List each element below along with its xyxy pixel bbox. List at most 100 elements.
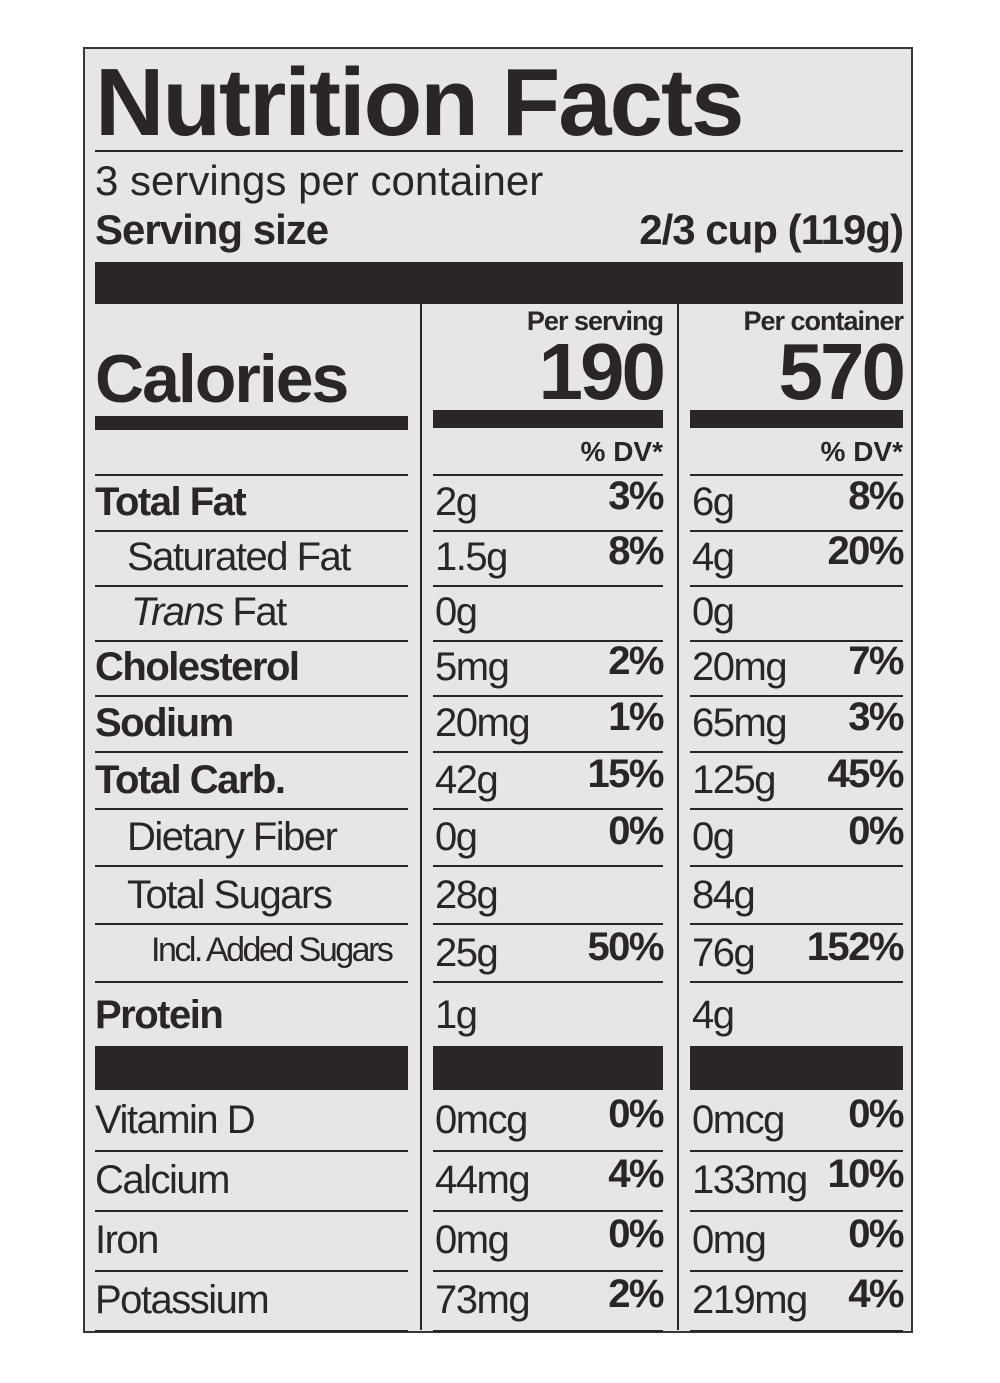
rule: [95, 1270, 408, 1272]
nutrient-name: Vitamin D: [95, 1098, 256, 1143]
container-amount: 20mg: [692, 645, 788, 689]
nutrient-name: Calcium: [95, 1158, 230, 1203]
rule: [690, 1330, 903, 1332]
container-dv: 152%: [806, 925, 905, 969]
container-amount: 0mg: [692, 1218, 767, 1262]
rule: [95, 1210, 408, 1212]
rule: [95, 150, 903, 152]
container-dv: 20%: [827, 529, 904, 573]
thick-bar: [690, 410, 903, 428]
nutrient-name-text: Protein: [95, 993, 224, 1037]
nutrient-name-text: Total Carb.: [95, 758, 286, 802]
rule: [433, 640, 663, 642]
nutrient-name: Dietary Fiber: [95, 815, 338, 860]
rule: [95, 695, 408, 697]
serving-dv: 2%: [608, 639, 664, 683]
rule: [690, 474, 903, 476]
rule: [95, 530, 408, 532]
column-heading: Per container: [743, 306, 904, 336]
thick-bar: [690, 1048, 903, 1090]
nutrient-name: Cholesterol: [95, 645, 300, 690]
container-amount: 125g: [692, 758, 776, 802]
nutrient-name-text: Vitamin D: [95, 1098, 256, 1142]
rule: [690, 1210, 903, 1212]
rule: [433, 808, 663, 810]
servings: 3 servings per container: [95, 157, 544, 204]
rule: [433, 751, 663, 753]
rule: [690, 695, 903, 697]
container-dv: 3%: [848, 695, 904, 739]
nutrient-name-text: Iron: [95, 1218, 159, 1262]
container-dv: 8%: [848, 474, 904, 518]
serving-dv: 4%: [608, 1152, 664, 1196]
rule: [433, 585, 663, 587]
serving-dv: 8%: [608, 529, 664, 573]
nutrient-name-text: Potassium: [95, 1278, 270, 1322]
rule: [95, 1046, 408, 1048]
serving-dv: 3%: [608, 474, 664, 518]
rule: [690, 530, 903, 532]
rule: [433, 865, 663, 867]
serving-dv: 0%: [608, 1092, 664, 1136]
container-amount: 133mg: [692, 1158, 808, 1202]
serving-amount: 42g: [435, 758, 499, 802]
serving-amount: 1g: [435, 993, 478, 1037]
rule: [95, 640, 408, 642]
serving-amount: 0mcg: [435, 1098, 528, 1142]
rule: [433, 474, 663, 476]
container-dv: 7%: [848, 639, 904, 683]
calories-value: 190: [538, 327, 666, 416]
title: Nutrition Facts: [95, 49, 744, 156]
container-amount: 0g: [692, 590, 735, 634]
rule: [690, 1046, 903, 1048]
rule: [433, 1150, 663, 1152]
nutrient-name: Saturated Fat: [95, 535, 351, 580]
container-amount: 0g: [692, 815, 735, 859]
rule: [433, 1330, 663, 1332]
nutrient-name-text: Total Fat: [95, 480, 247, 524]
column-divider: [677, 304, 679, 1330]
rule: [690, 808, 903, 810]
serving-dv: 1%: [608, 695, 664, 739]
nutrient-name-text: Total Sugars: [127, 873, 333, 917]
container-dv: 0%: [848, 1092, 904, 1136]
rule: [690, 751, 903, 753]
rule: [95, 585, 408, 587]
rule: [95, 1150, 408, 1152]
rule: [433, 1210, 663, 1212]
serving-amount: 73mg: [435, 1278, 531, 1322]
thick-bar: [95, 1048, 408, 1090]
thick-bar: [433, 410, 663, 428]
rule: [433, 1270, 663, 1272]
calories-label: Calories: [95, 341, 349, 417]
column-divider: [420, 304, 422, 1330]
serving-dv: 15%: [587, 752, 664, 796]
container-amount: 4g: [692, 535, 735, 579]
nutrient-name: Trans Fat: [95, 590, 287, 635]
serving-amount: 2g: [435, 480, 478, 524]
nutrient-name: Total Carb.: [95, 758, 286, 803]
nutrient-name: Potassium: [95, 1278, 270, 1323]
container-dv: 4%: [848, 1272, 904, 1316]
serving-amount: 0mg: [435, 1218, 510, 1262]
rule: [433, 981, 663, 983]
rule: [95, 923, 408, 925]
nutrient-name: Sodium: [95, 701, 234, 746]
rule: [690, 640, 903, 642]
serving-size-label: Serving size: [95, 206, 329, 253]
serving-amount: 5mg: [435, 645, 510, 689]
serving-dv: 0%: [608, 809, 664, 853]
serving-dv: 2%: [608, 1272, 664, 1316]
container-amount: 219mg: [692, 1278, 808, 1322]
serving-amount: 20mg: [435, 701, 531, 745]
container-amount: 6g: [692, 480, 735, 524]
rule: [690, 981, 903, 983]
serving-amount: 0g: [435, 590, 478, 634]
nutrient-name-text: Fat: [232, 590, 287, 634]
nutrient-name-text: Incl. Added Sugars: [151, 931, 394, 969]
nutrient-name-text: Dietary Fiber: [127, 815, 338, 859]
container-amount: 84g: [692, 873, 756, 917]
rule: [95, 1330, 408, 1332]
container-amount: 4g: [692, 993, 735, 1037]
